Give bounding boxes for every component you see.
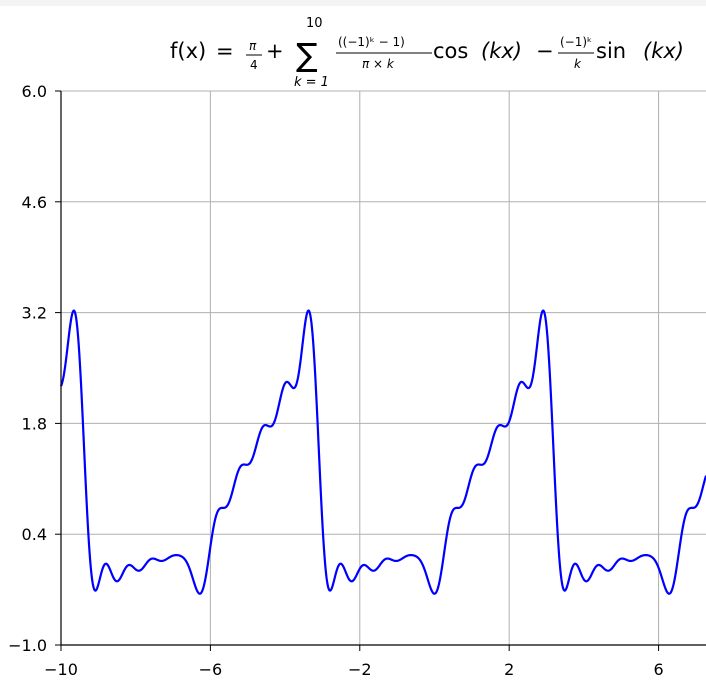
ticks: −10 −6 −2 2 6 6.0 4.6 3.2 1.8 0.4 −1.0 — [8, 82, 664, 679]
axes — [60, 91, 706, 646]
title-lower: k = 1 — [294, 75, 329, 90]
title-sin: sin — [596, 39, 626, 63]
title-kx1: (kx) — [481, 39, 522, 63]
y-tick-label: 3.2 — [22, 304, 47, 323]
title-minus: − — [536, 39, 554, 63]
title-kx2: (kx) — [643, 39, 684, 63]
x-tick-label: 2 — [504, 660, 514, 679]
x-tick-label: −10 — [44, 660, 78, 679]
top-strip — [0, 0, 706, 6]
title-plus: + — [266, 39, 284, 63]
y-tick-label: −1.0 — [8, 636, 47, 655]
grid — [61, 90, 706, 645]
title-upper: 10 — [306, 16, 323, 31]
title-sigma: ∑ — [296, 36, 318, 74]
title-num2: (−1)ᵏ — [560, 35, 592, 49]
title-four: 4 — [250, 58, 258, 72]
y-tick-label: 0.4 — [22, 525, 47, 544]
y-tick-label: 6.0 — [22, 82, 47, 101]
curve-layer — [59, 309, 706, 595]
chart-title: f(x) = π 4 + 10 ∑ k = 1 ((−1)ᵏ − 1) π × … — [170, 16, 684, 90]
title-cos: cos — [433, 39, 468, 63]
x-tick-label: −2 — [348, 660, 372, 679]
series-line — [59, 309, 706, 595]
title-pi: π — [249, 39, 257, 53]
x-tick-label: 6 — [653, 660, 663, 679]
y-tick-label: 1.8 — [22, 414, 47, 433]
title-eq: = — [216, 39, 234, 63]
y-tick-label: 4.6 — [22, 193, 47, 212]
title-f: f(x) — [170, 39, 206, 63]
title-den1: π × k — [362, 57, 395, 71]
title-den2: k — [574, 57, 582, 71]
x-tick-label: −6 — [199, 660, 223, 679]
title-num1: ((−1)ᵏ − 1) — [338, 35, 405, 49]
